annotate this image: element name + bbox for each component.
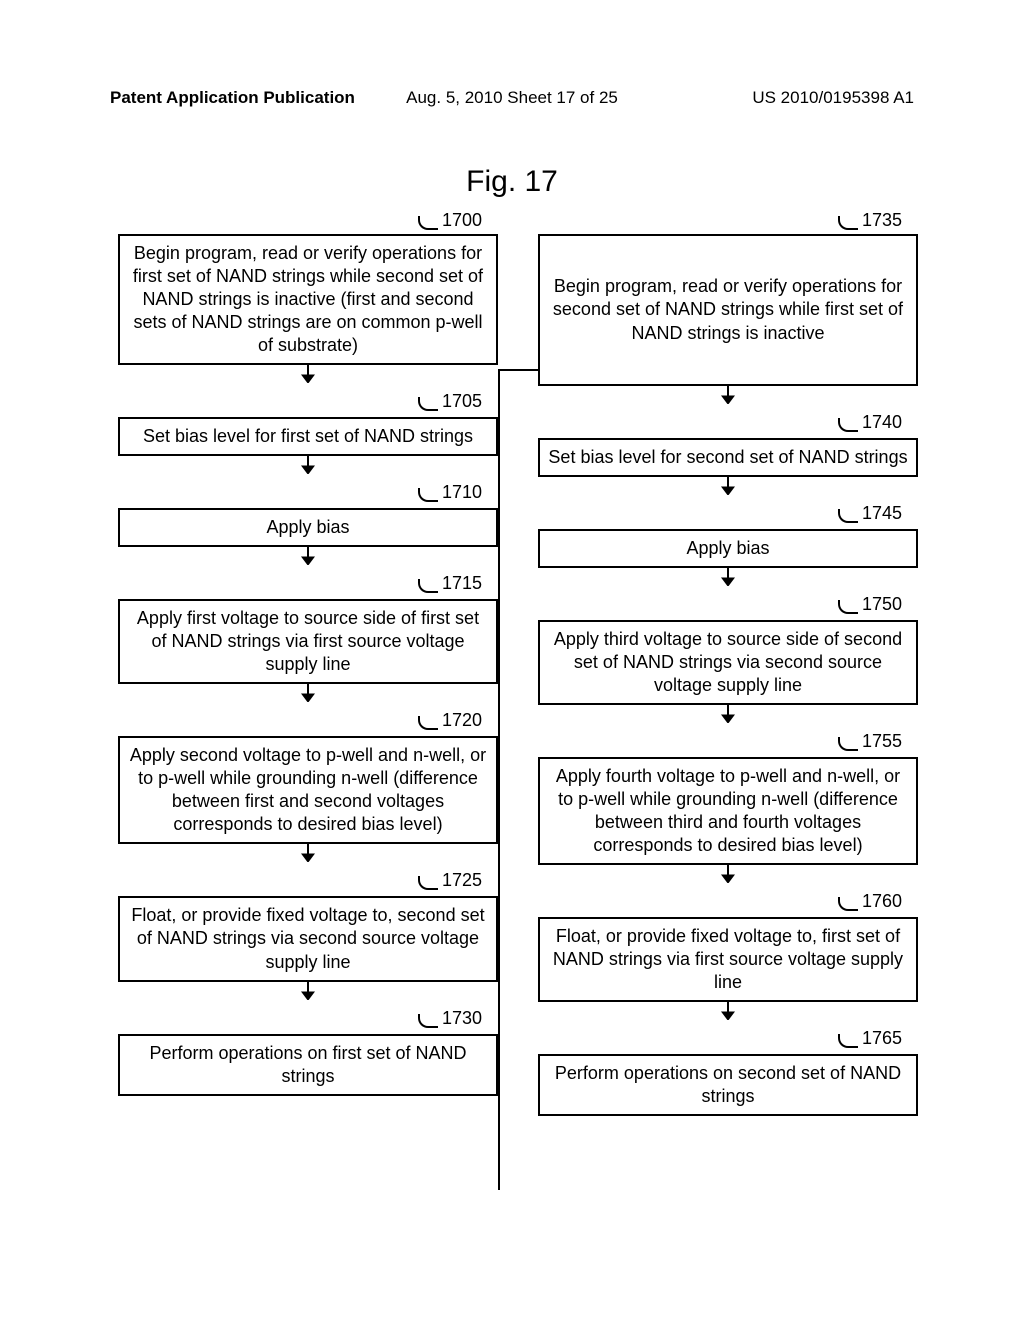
flow-box: Apply third voltage to source side of se… [538,620,918,705]
ref-wrap: 1715 [118,565,498,599]
ref-hook-icon [838,216,858,230]
arrow-down-icon [718,865,738,883]
ref-wrap: 1725 [118,862,498,896]
arrow-down-icon [298,684,318,702]
arrow-down-icon [718,1002,738,1020]
ref-wrap: 1745 [538,495,918,529]
ref-wrap: 1705 [118,383,498,417]
ref-hook-icon [838,897,858,911]
ref-hook-icon [418,876,438,890]
ref-number: 1730 [442,1008,482,1029]
ref-wrap: 1710 [118,474,498,508]
arrow-down-icon [298,456,318,474]
ref-number: 1720 [442,710,482,731]
flow-box: Apply bias [538,529,918,568]
ref-wrap: 1760 [538,883,918,917]
arrow-down-icon [718,705,738,723]
header-left: Patent Application Publication [110,88,355,108]
ref-hook-icon [838,600,858,614]
flow-col-left: 1700 Begin program, read or verify opera… [118,210,498,1116]
ref-hook-icon [838,509,858,523]
flow-col-right: 1735 Begin program, read or verify opera… [538,210,918,1116]
flow-box: Float, or provide fixed voltage to, firs… [538,917,918,1002]
ref-wrap: 1750 [538,586,918,620]
header-mid: Aug. 5, 2010 Sheet 17 of 25 [406,88,618,108]
arrow-down-icon [298,365,318,383]
flow-box: Begin program, read or verify operations… [118,234,498,365]
arrow-down-icon [298,844,318,862]
ref-number: 1755 [862,731,902,752]
ref-wrap: 1740 [538,404,918,438]
flow-box: Perform operations on second set of NAND… [538,1054,918,1116]
ref-wrap: 1765 [538,1020,918,1054]
ref-hook-icon [418,216,438,230]
flow-box: Begin program, read or verify operations… [538,234,918,386]
ref-wrap: 1700 [118,210,498,234]
flow-columns: 1700 Begin program, read or verify opera… [118,210,918,1116]
ref-wrap: 1735 [538,210,918,234]
arrow-down-icon [298,982,318,1000]
ref-hook-icon [418,488,438,502]
ref-number: 1735 [862,210,902,231]
flow-box: Apply bias [118,508,498,547]
ref-number: 1715 [442,573,482,594]
ref-wrap: 1730 [118,1000,498,1034]
page: Patent Application Publication Aug. 5, 2… [0,0,1024,1320]
ref-number: 1750 [862,594,902,615]
ref-number: 1765 [862,1028,902,1049]
flow-box: Set bias level for first set of NAND str… [118,417,498,456]
flow-box: Apply fourth voltage to p-well and n-wel… [538,757,918,865]
ref-hook-icon [838,418,858,432]
ref-number: 1700 [442,210,482,231]
ref-number: 1740 [862,412,902,433]
arrow-down-icon [298,547,318,565]
flow-box: Set bias level for second set of NAND st… [538,438,918,477]
ref-number: 1705 [442,391,482,412]
flow-box: Perform operations on first set of NAND … [118,1034,498,1096]
ref-hook-icon [838,737,858,751]
arrow-down-icon [718,386,738,404]
ref-hook-icon [418,397,438,411]
ref-hook-icon [838,1034,858,1048]
ref-hook-icon [418,579,438,593]
ref-number: 1760 [862,891,902,912]
ref-hook-icon [418,716,438,730]
ref-hook-icon [418,1014,438,1028]
ref-number: 1710 [442,482,482,503]
flow-box: Float, or provide fixed voltage to, seco… [118,896,498,981]
ref-wrap: 1720 [118,702,498,736]
figure-title: Fig. 17 [466,165,558,199]
flow-box: Apply first voltage to source side of fi… [118,599,498,684]
ref-wrap: 1755 [538,723,918,757]
header-right: US 2010/0195398 A1 [752,88,914,108]
ref-number: 1725 [442,870,482,891]
flow-box: Apply second voltage to p-well and n-wel… [118,736,498,844]
ref-number: 1745 [862,503,902,524]
arrow-down-icon [718,477,738,495]
arrow-down-icon [718,568,738,586]
